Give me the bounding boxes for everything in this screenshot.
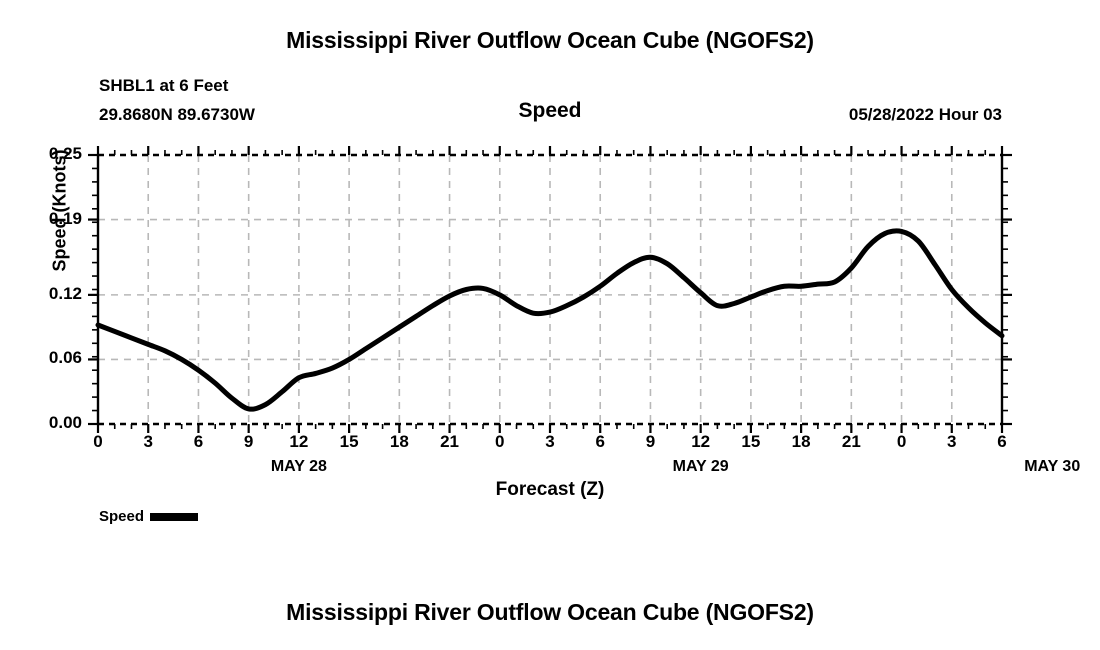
x-tick-label: 0 xyxy=(93,432,103,451)
x-tick-label: 3 xyxy=(545,432,555,451)
variable-label: Speed xyxy=(518,99,582,122)
x-axis-title: Forecast (Z) xyxy=(495,479,605,500)
x-tick-label: 12 xyxy=(691,432,711,451)
series-line-speed xyxy=(95,228,1005,412)
legend-swatch-speed xyxy=(150,512,199,521)
x-tick-label: 0 xyxy=(495,432,505,451)
x-tick-label: 6 xyxy=(595,432,605,451)
x-tick-label: 21 xyxy=(841,432,861,451)
x-tick-label: 9 xyxy=(645,432,656,451)
page-title-top: Mississippi River Outflow Ocean Cube (NG… xyxy=(286,27,814,53)
chart-legend: Speed xyxy=(99,508,199,525)
x-tick-label: 15 xyxy=(339,432,359,451)
day-label: MAY 29 xyxy=(672,458,729,475)
y-tick-label: 0.19 xyxy=(48,208,82,228)
x-tick-label: 6 xyxy=(997,432,1007,451)
run-datetime-label: 05/28/2022 Hour 03 xyxy=(848,105,1002,124)
x-tick-label: 21 xyxy=(440,432,459,451)
x-tick-label: 15 xyxy=(741,432,761,451)
y-tick-label: 0.00 xyxy=(48,413,82,432)
y-tick-label: 0.12 xyxy=(48,283,82,303)
y-tick-label: 0.06 xyxy=(48,348,82,368)
station-label: SHBL1 at 6 Feet xyxy=(99,76,229,95)
x-tick-label: 12 xyxy=(289,432,309,451)
legend-label-speed: Speed xyxy=(99,508,145,525)
coordinates-label: 29.8680N 89.6730W xyxy=(99,105,255,124)
x-tick-label: 9 xyxy=(243,432,254,451)
x-tick-label: 3 xyxy=(143,432,153,451)
day-label: MAY 30 xyxy=(1024,458,1081,475)
x-tick-label: 18 xyxy=(791,432,811,451)
day-label: MAY 28 xyxy=(270,458,327,475)
page-title-bottom: Mississippi River Outflow Ocean Cube (NG… xyxy=(286,599,814,625)
x-tick-label: 0 xyxy=(896,432,907,451)
x-tick-label: 3 xyxy=(947,432,957,451)
x-tick-label: 18 xyxy=(389,432,409,451)
x-tick-label: 6 xyxy=(193,432,204,451)
y-tick-label: 0.25 xyxy=(48,144,82,163)
